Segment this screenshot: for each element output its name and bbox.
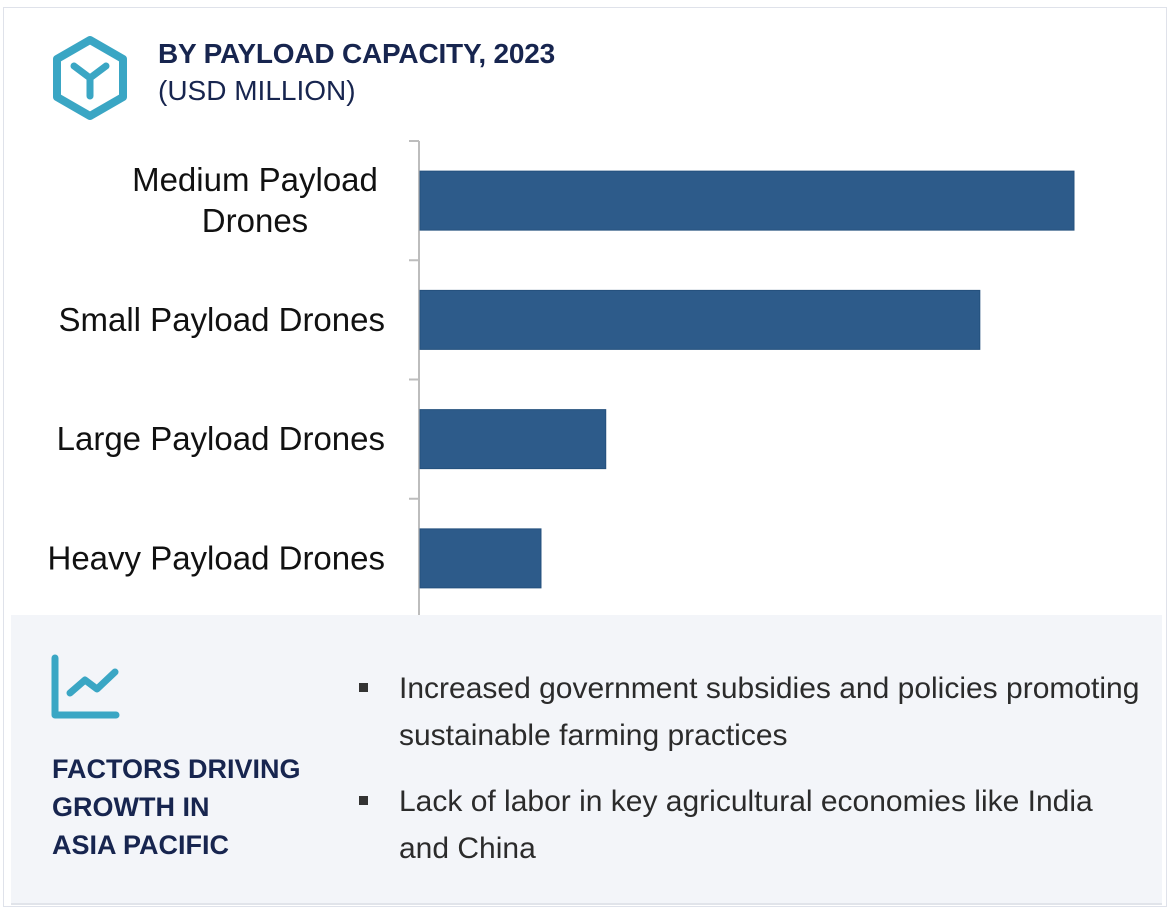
bar-large-payload-drones — [419, 409, 607, 470]
factor-item: Lack of labor in key agricultural econom… — [358, 778, 1148, 872]
bullet-square-icon — [359, 796, 368, 805]
factor-text: Increased government subsidies and polic… — [399, 672, 1140, 752]
hexagon-y-logo-icon — [53, 36, 127, 120]
factors-heading-line: ASIA PACIFIC — [52, 830, 230, 860]
chart-title: BY PAYLOAD CAPACITY, 2023 — [158, 38, 555, 69]
factors-list: Increased government subsidies and polic… — [358, 665, 1148, 891]
category-label-line: Heavy Payload Drones — [47, 539, 385, 576]
category-label-line: Small Payload Drones — [59, 301, 386, 338]
category-label-line: Drones — [202, 202, 308, 239]
bullet-square-icon — [359, 683, 368, 692]
category-label-line: Large Payload Drones — [57, 420, 385, 457]
chart-subtitle: (USD MILLION) — [158, 75, 356, 106]
bar-medium-payload-drones — [419, 170, 1075, 231]
category-label: Large Payload Drones — [57, 420, 385, 457]
bar-heavy-payload-drones — [419, 528, 542, 589]
bar-small-payload-drones — [419, 289, 981, 350]
factors-panel — [11, 615, 1162, 905]
trend-chart-icon — [51, 654, 120, 719]
category-label: Medium Payload Drones — [132, 161, 378, 239]
factors-heading-line: FACTORS DRIVING — [52, 754, 301, 784]
category-label: Heavy Payload Drones — [47, 539, 385, 576]
category-label-line: Medium Payload — [132, 161, 378, 198]
factor-item: Increased government subsidies and polic… — [358, 665, 1148, 759]
bar-chart: Medium Payload Drones Small Payload Drones… — [47, 140, 1075, 619]
factor-text: Lack of labor in key agricultural econom… — [399, 785, 1093, 865]
factors-heading: FACTORS DRIVING GROWTH IN ASIA PACIFIC — [52, 750, 301, 864]
category-label: Small Payload Drones — [59, 301, 386, 338]
factors-heading-line: GROWTH IN — [52, 792, 210, 822]
